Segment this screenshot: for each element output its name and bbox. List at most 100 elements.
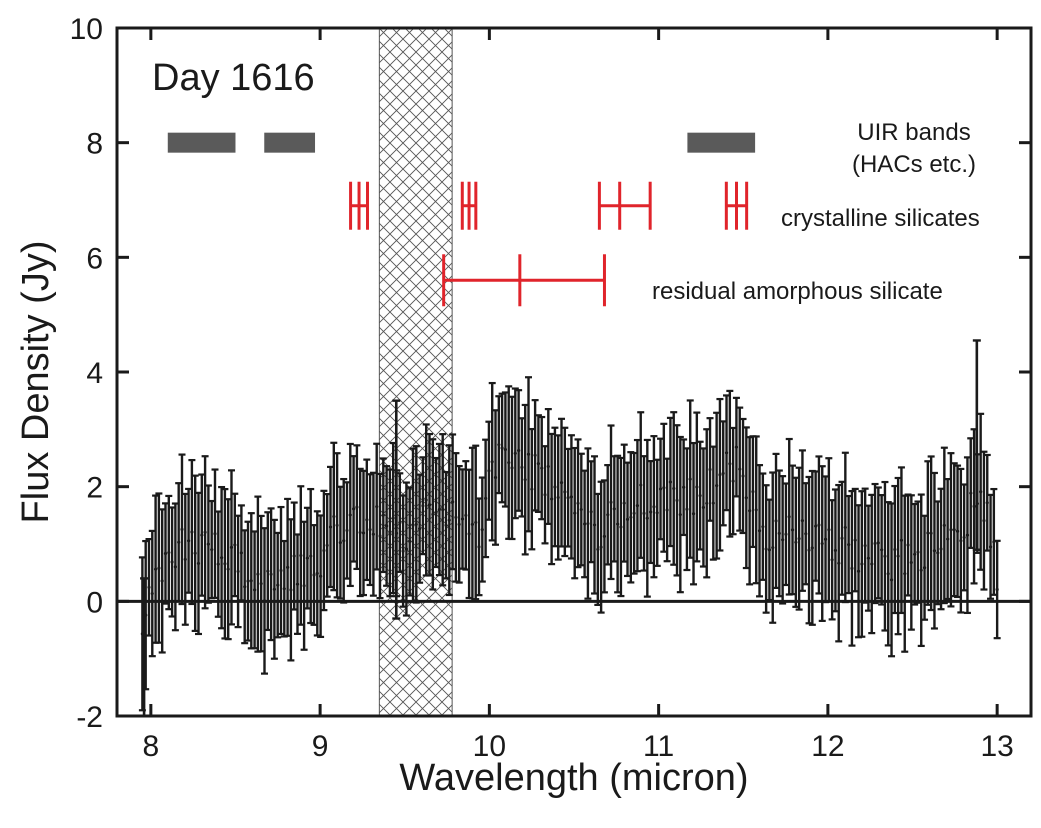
data-point [807, 548, 811, 552]
data-point [163, 551, 168, 556]
data-point [272, 587, 276, 591]
data-point [734, 445, 739, 449]
data-point [979, 490, 983, 494]
data-point [675, 498, 679, 502]
data-point [444, 523, 448, 527]
data-point [899, 538, 904, 542]
data-point [348, 513, 352, 517]
data-point [919, 568, 923, 572]
data-point [173, 565, 177, 569]
data-point [262, 599, 267, 603]
y-tick-label: 2 [86, 472, 103, 505]
data-point [493, 475, 498, 480]
data-point [276, 583, 280, 587]
uir-band-bar [687, 132, 756, 153]
data-point [236, 569, 240, 574]
data-point [355, 505, 359, 509]
data-point [883, 554, 887, 558]
data-point [523, 478, 527, 482]
data-point [784, 532, 788, 536]
data-point [556, 495, 560, 500]
y-tick-label: 6 [86, 242, 103, 275]
data-point [649, 510, 653, 514]
data-point [447, 518, 451, 522]
data-point [866, 556, 871, 560]
data-point [774, 519, 778, 523]
y-axis-title: Flux Density (Jy) [15, 241, 57, 524]
data-point [520, 465, 524, 469]
data-point [167, 550, 171, 555]
data-point [378, 534, 382, 538]
data-point [718, 473, 722, 477]
y-tick-label: 10 [70, 13, 103, 46]
data-point [810, 546, 814, 550]
data-point [368, 528, 372, 532]
data-point [338, 541, 343, 545]
data-point [579, 507, 583, 512]
data-point [312, 573, 316, 577]
data-point [705, 501, 709, 505]
data-point [820, 541, 824, 546]
data-point [893, 547, 897, 552]
x-tick-label: 9 [312, 730, 329, 763]
data-point [876, 541, 880, 545]
data-point [830, 558, 834, 562]
x-tick-label: 10 [473, 730, 506, 763]
data-point [652, 505, 656, 509]
data-point [843, 525, 847, 530]
data-point [682, 485, 686, 489]
data-point [457, 522, 461, 526]
data-point [728, 462, 732, 466]
data-point [153, 567, 158, 571]
data-point [748, 509, 752, 513]
data-point [639, 483, 643, 487]
data-point [817, 523, 821, 527]
data-point [427, 503, 432, 507]
data-point [147, 585, 151, 589]
x-axis-title: Wavelength (micron) [399, 757, 748, 799]
data-point [754, 508, 758, 512]
data-point [942, 523, 946, 528]
data-point [206, 542, 210, 546]
data-point [800, 519, 805, 523]
data-point [569, 495, 574, 499]
data-point [731, 479, 735, 483]
data-point [319, 574, 323, 578]
data-point [540, 466, 544, 470]
data-point [566, 496, 570, 500]
data-point [589, 510, 593, 514]
data-point [441, 508, 445, 512]
data-point [721, 471, 725, 475]
data-point [259, 582, 263, 586]
data-point [576, 501, 580, 505]
data-point [536, 461, 541, 466]
data-point [609, 500, 613, 504]
data-point [969, 491, 973, 495]
data-point [533, 453, 537, 457]
data-point [223, 562, 227, 566]
data-point [513, 451, 517, 455]
data-point [266, 569, 270, 573]
data-point [840, 536, 844, 540]
data-point [421, 504, 425, 508]
data-point [972, 504, 976, 508]
data-point [411, 523, 415, 527]
data-point [510, 466, 514, 470]
data-point [787, 515, 791, 519]
data-point [715, 484, 719, 488]
data-point [873, 541, 877, 546]
data-point [180, 527, 184, 531]
data-point [517, 448, 521, 453]
data-point [233, 543, 237, 547]
data-point [256, 572, 260, 576]
data-point [856, 569, 861, 573]
data-point [497, 443, 501, 447]
crystalline-silicates-label: crystalline silicates [781, 205, 980, 232]
data-point [500, 446, 504, 450]
data-point [332, 514, 336, 519]
data-point [282, 587, 286, 591]
data-point [249, 579, 253, 583]
data-point [665, 508, 669, 512]
data-point [484, 496, 488, 500]
data-point [724, 451, 729, 455]
